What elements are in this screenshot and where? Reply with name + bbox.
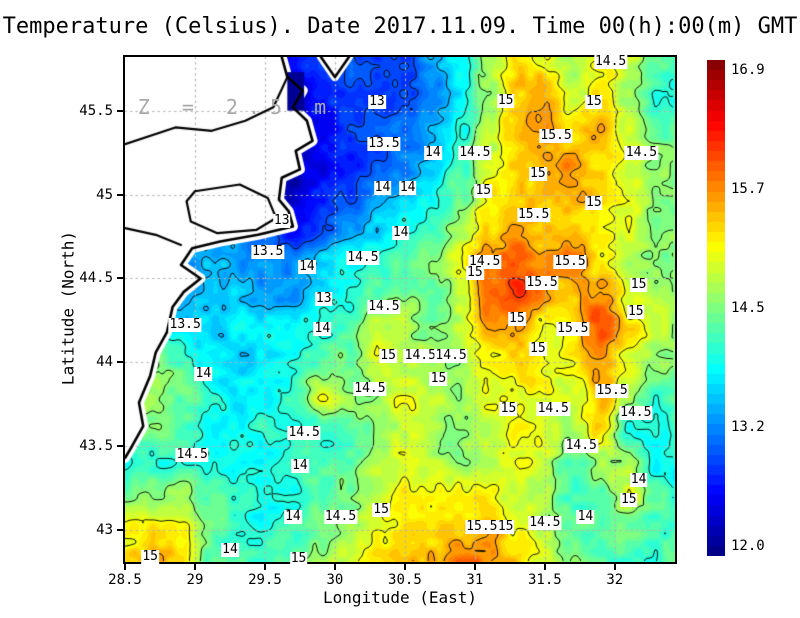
x-axis-title: Longitude (East)	[322, 588, 478, 607]
y-tick-mark	[117, 277, 123, 280]
colorbar-tick-label: 13.2	[731, 419, 765, 436]
x-tick-mark	[473, 564, 476, 570]
y-tick-mark	[117, 361, 123, 364]
x-tick-mark	[333, 564, 336, 570]
x-tick-mark	[193, 564, 196, 570]
y-tick-mark	[117, 193, 123, 196]
x-tick-mark	[403, 564, 406, 570]
x-tick-label: 28.5	[108, 572, 142, 588]
x-tick-mark	[124, 564, 126, 570]
y-tick-label: 43.5	[79, 438, 113, 455]
x-tick-label: 29.5	[248, 572, 282, 588]
x-tick-label: 31.5	[527, 572, 562, 588]
plot-frame	[123, 55, 677, 564]
y-tick-label: 44.5	[79, 270, 113, 287]
colorbar-tick-label: 12.0	[731, 538, 765, 555]
colorbar-tick-label: 15.7	[731, 180, 765, 197]
y-tick-mark	[117, 109, 123, 112]
colorbar-tick-label: 16.9	[731, 61, 765, 78]
x-tick-mark	[263, 564, 266, 570]
y-tick-mark	[117, 445, 123, 448]
figure-title: Temperature (Celsius). Date 2017.11.09. …	[2, 14, 798, 39]
y-tick-label: 45	[96, 186, 113, 203]
y-tick-mark	[117, 529, 123, 532]
y-axis-title: Latitude (North)	[58, 230, 78, 386]
x-tick-label: 32	[606, 572, 624, 588]
y-tick-label: 44	[96, 354, 113, 371]
y-tick-label: 45.5	[79, 102, 113, 119]
x-tick-label: 31	[466, 572, 484, 588]
colorbar-tick-label: 14.5	[731, 300, 765, 316]
x-tick-label: 29	[186, 572, 204, 588]
x-tick-mark	[543, 564, 546, 570]
x-tick-label: 30.5	[388, 572, 422, 588]
colorbar-canvas	[707, 60, 725, 556]
y-tick-label: 43	[96, 522, 113, 539]
x-tick-label: 30	[326, 572, 344, 588]
x-tick-mark	[613, 564, 616, 570]
